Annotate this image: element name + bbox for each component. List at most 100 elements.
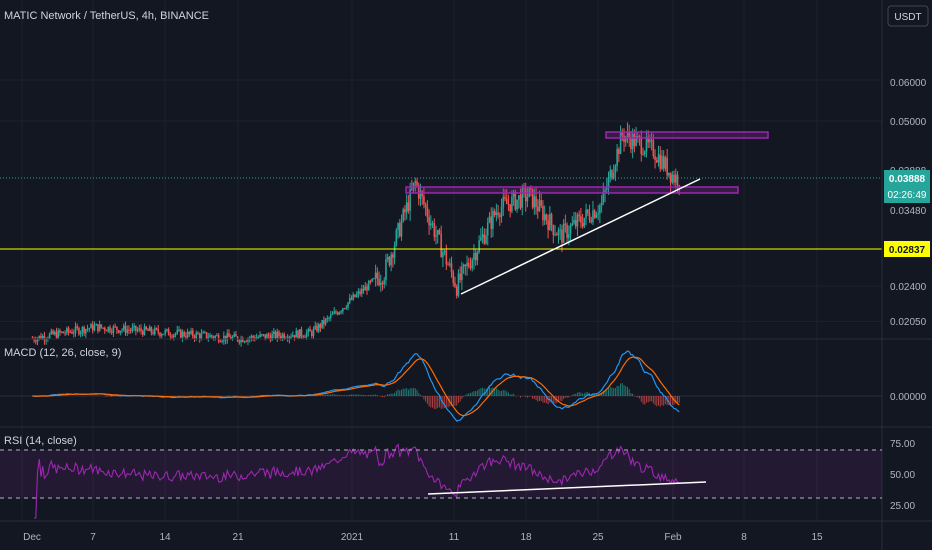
candle-body xyxy=(283,334,285,339)
macd-indicator xyxy=(0,350,882,422)
rsi-trendline[interactable] xyxy=(427,481,707,495)
candle-body xyxy=(540,200,543,206)
candle-body xyxy=(523,188,525,190)
candle-body xyxy=(329,314,332,318)
candle-body xyxy=(292,335,294,337)
candle-body xyxy=(650,139,653,141)
candle-body xyxy=(338,312,341,315)
currency-button[interactable] xyxy=(887,5,929,27)
support-box[interactable] xyxy=(405,186,739,194)
last-price-badge xyxy=(884,170,930,203)
price-tick: 0.02050 xyxy=(890,317,927,328)
candle-body xyxy=(288,336,291,340)
candle-body xyxy=(290,336,292,338)
candle-body xyxy=(302,335,304,337)
candle-body xyxy=(464,264,467,267)
candle-body xyxy=(490,216,492,229)
candle-body xyxy=(250,336,253,339)
candle-body xyxy=(559,229,561,231)
candle-body xyxy=(217,335,220,342)
candle-body xyxy=(183,331,185,337)
candle-body xyxy=(547,220,549,231)
candle-body xyxy=(69,331,72,333)
candle-body xyxy=(145,326,147,330)
candle-body xyxy=(100,324,103,328)
ascending-trendline[interactable] xyxy=(460,178,701,295)
candle-body xyxy=(642,153,644,155)
last-price-value: 0.03888 xyxy=(889,174,926,185)
candle-body xyxy=(497,212,499,216)
resistance-box[interactable] xyxy=(605,131,769,139)
candle-body xyxy=(316,325,318,332)
candle-body xyxy=(645,136,648,152)
candle-body xyxy=(600,202,603,206)
candle-body xyxy=(621,132,624,136)
candle-body xyxy=(162,333,165,335)
candle-body xyxy=(543,214,546,221)
candle-body xyxy=(210,335,213,337)
candle-body xyxy=(324,318,327,325)
drawings[interactable] xyxy=(0,131,882,495)
candle-body xyxy=(173,334,175,338)
candle-body xyxy=(607,177,610,188)
candle-body xyxy=(569,225,572,235)
candle-body xyxy=(549,214,551,231)
candle-body xyxy=(461,266,463,280)
candle-body xyxy=(445,250,448,265)
candle-body xyxy=(74,326,77,333)
candle-body xyxy=(395,230,398,246)
candle-body xyxy=(91,324,94,331)
candle-body xyxy=(317,324,320,332)
candle-body xyxy=(431,223,434,225)
candle-body xyxy=(619,132,622,155)
candle-body xyxy=(533,196,536,208)
candle-body xyxy=(107,326,110,332)
candle-body xyxy=(593,210,596,218)
candle-body xyxy=(492,211,494,229)
candle-body xyxy=(221,340,223,342)
candle-body xyxy=(278,331,280,337)
candle-body xyxy=(493,211,496,216)
candle-body xyxy=(535,196,537,208)
rsi-line xyxy=(34,443,680,519)
candle-body xyxy=(373,278,375,280)
candle-body xyxy=(371,278,373,282)
level-badge xyxy=(884,241,930,257)
candle-body xyxy=(259,334,261,338)
candle-body xyxy=(459,273,461,280)
candle-body xyxy=(612,173,615,179)
candle-body xyxy=(561,229,563,243)
candle-body xyxy=(152,332,154,335)
rsi-band-background xyxy=(0,450,882,498)
candle-body xyxy=(293,335,296,338)
candle-body xyxy=(135,325,137,331)
candle-body xyxy=(633,133,636,146)
candle-body xyxy=(55,331,58,338)
grid-lines xyxy=(0,0,882,521)
candle-body xyxy=(354,294,356,297)
candle-body xyxy=(266,334,268,339)
candle-body xyxy=(267,334,270,337)
candle-body xyxy=(595,214,598,218)
candle-body xyxy=(538,200,541,212)
candle-body xyxy=(504,196,506,199)
candle-body xyxy=(295,330,298,338)
candle-body xyxy=(273,331,275,335)
time-tick: 25 xyxy=(592,532,604,543)
candle-body xyxy=(264,334,267,339)
candle-body xyxy=(216,335,218,337)
candle-body xyxy=(480,237,482,241)
candle-body xyxy=(223,335,225,341)
candle-body xyxy=(35,340,37,342)
candle-body xyxy=(407,202,410,211)
candle-body xyxy=(545,214,548,221)
candle-body xyxy=(133,325,135,328)
candle-body xyxy=(45,339,47,341)
candle-body xyxy=(235,334,237,337)
candle-body xyxy=(442,252,444,258)
price-candles xyxy=(31,122,681,347)
candle-body xyxy=(531,188,534,208)
candle-body xyxy=(71,331,73,334)
candle-body xyxy=(495,212,498,216)
